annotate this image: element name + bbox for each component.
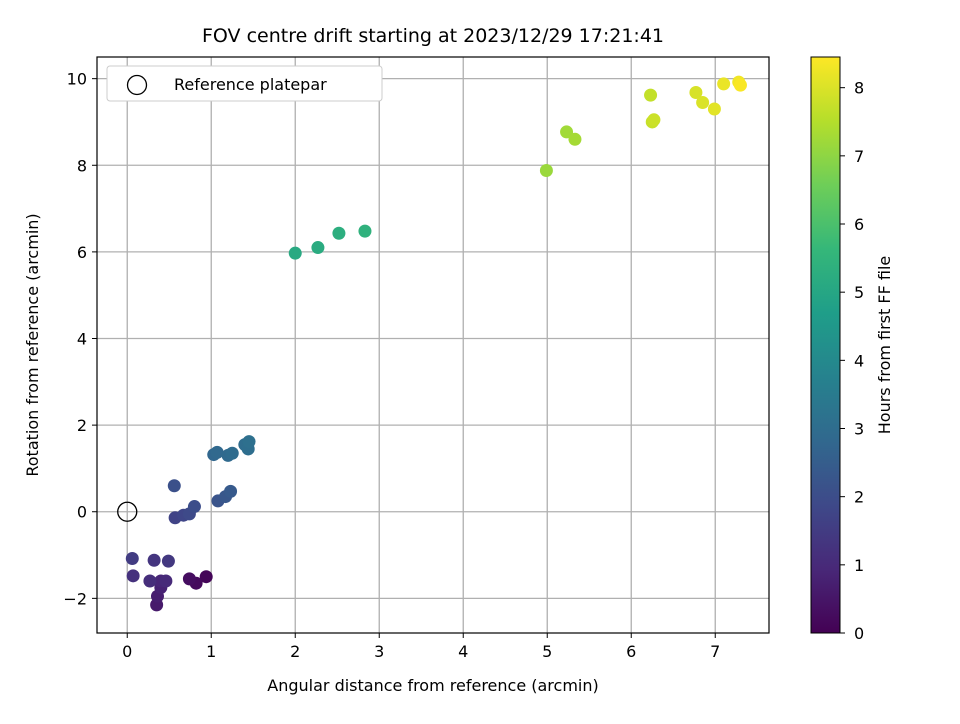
legend: Reference platepar (106, 65, 383, 102)
data-point (199, 570, 213, 584)
x-tick-label: 0 (122, 642, 132, 661)
grid-layer (97, 57, 769, 633)
data-point (143, 574, 157, 588)
colorbar-tick-label: 6 (854, 215, 864, 234)
data-point (647, 113, 661, 127)
colorbar-tick-label: 0 (854, 624, 864, 643)
data-point (147, 553, 161, 567)
data-point (644, 88, 658, 102)
data-point (568, 132, 582, 146)
colorbar-tick-label: 8 (854, 79, 864, 98)
y-tick-label: 4 (77, 330, 87, 349)
colorbar-tick-label: 7 (854, 147, 864, 166)
colorbar-tick-label: 4 (854, 351, 864, 370)
colorbar-gradient (810, 56, 841, 634)
legend-marker-reference (126, 74, 148, 96)
x-tick-label: 2 (290, 642, 300, 661)
y-tick-label: 6 (77, 243, 87, 262)
data-point (332, 226, 346, 240)
chart-title: FOV centre drift starting at 2023/12/29 … (202, 25, 664, 47)
points-layer (117, 75, 747, 612)
legend-box (106, 65, 383, 102)
x-tick-label: 1 (206, 642, 216, 661)
data-point (358, 224, 372, 238)
data-point (159, 574, 173, 588)
tick-layer: 0 1 2 3 4 5 6 7 −2 0 2 4 6 8 10 (63, 70, 720, 661)
data-point (707, 102, 721, 116)
data-point (126, 569, 140, 583)
x-tick-label: 4 (458, 642, 468, 661)
data-point (210, 445, 224, 459)
colorbar-tick-label: 3 (854, 420, 864, 439)
data-point (161, 554, 175, 568)
colorbar: 0 1 2 3 4 5 6 7 8 (810, 56, 864, 643)
x-tick-label: 6 (626, 642, 636, 661)
x-tick-label: 5 (542, 642, 552, 661)
data-point (187, 500, 201, 514)
x-axis-label: Angular distance from reference (arcmin) (267, 676, 598, 695)
x-tick-label: 7 (710, 642, 720, 661)
data-point (224, 484, 238, 498)
data-point (242, 435, 256, 449)
y-tick-label: −2 (63, 589, 87, 608)
colorbar-tick-label: 1 (854, 556, 864, 575)
data-point (125, 552, 139, 566)
data-point (311, 241, 325, 255)
y-tick-label: 8 (77, 156, 87, 175)
data-point (717, 77, 731, 91)
data-point (733, 78, 747, 92)
y-tick-label: 0 (77, 503, 87, 522)
data-point (539, 163, 553, 177)
y-tick-label: 10 (67, 70, 87, 89)
data-point (560, 125, 574, 139)
legend-label-reference: Reference platepar (174, 75, 327, 94)
data-point (689, 86, 703, 100)
colorbar-label: Hours from first FF file (875, 256, 894, 435)
data-point (696, 95, 710, 109)
y-axis-label: Rotation from reference (arcmin) (23, 213, 42, 476)
colorbar-tick-label: 5 (854, 283, 864, 302)
y-tick-label: 2 (77, 416, 87, 435)
data-point (167, 479, 181, 493)
data-point (225, 446, 239, 460)
x-tick-label: 3 (374, 642, 384, 661)
data-point (182, 572, 196, 586)
plot-frame (96, 56, 770, 634)
reference-platepar-marker (117, 501, 138, 522)
colorbar-tick-label: 2 (854, 488, 864, 507)
data-point (288, 246, 302, 260)
